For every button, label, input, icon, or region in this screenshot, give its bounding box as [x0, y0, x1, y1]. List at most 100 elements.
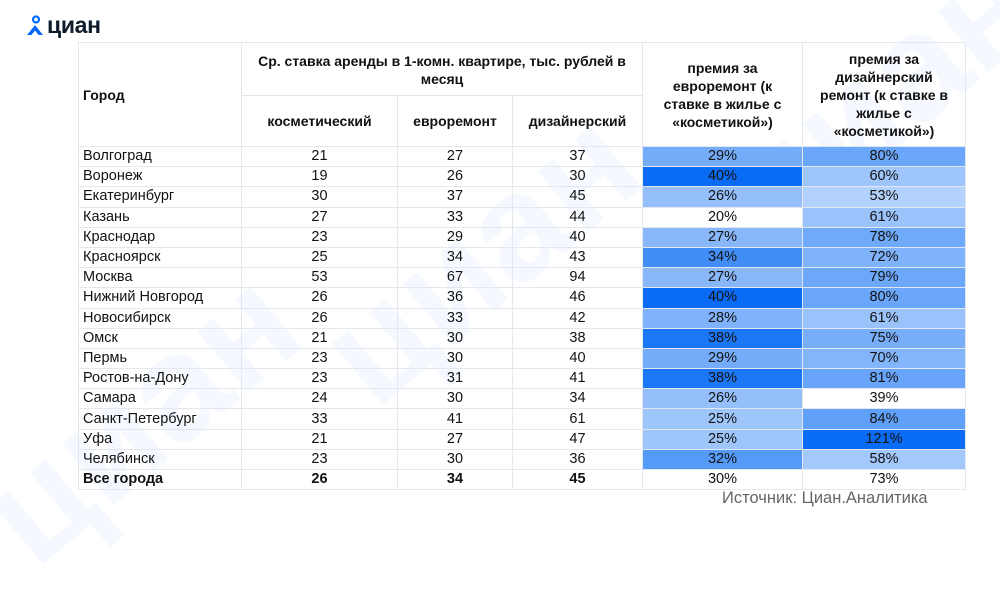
city-cell: Санкт-Петербург — [78, 408, 242, 430]
source-note: Источник: Циан.Аналитика — [722, 489, 928, 507]
cosmetic-cell: 21 — [241, 145, 398, 168]
table-row: Воронеж 19 26 30 40% 60% — [78, 166, 966, 188]
header-premium-euro: премия за евроремонт (к ставке в жилье с… — [642, 42, 803, 147]
cian-logo: циан — [26, 12, 101, 39]
premium-designer-cell: 58% — [802, 448, 966, 471]
city-cell: Самара — [78, 388, 242, 410]
euro-cell: 30 — [397, 388, 513, 410]
designer-cell: 47 — [512, 428, 643, 450]
city-cell: Ростов-на-Дону — [78, 368, 242, 390]
premium-euro-cell: 29% — [642, 347, 803, 370]
euro-cell: 41 — [397, 408, 513, 430]
cosmetic-cell: 26 — [241, 468, 398, 491]
header-city: Город — [78, 42, 242, 147]
premium-designer-cell: 79% — [802, 267, 966, 289]
table-row-total: Все города 26 34 45 30% 73% — [78, 468, 966, 491]
euro-cell: 30 — [397, 347, 513, 370]
table-row: Челябинск 23 30 36 32% 58% — [78, 448, 966, 471]
rent-table: Город Ср. ставка аренды в 1-комн. кварти… — [78, 42, 966, 491]
euro-cell: 33 — [397, 307, 513, 329]
designer-cell: 37 — [512, 145, 643, 168]
city-cell: Новосибирск — [78, 307, 242, 329]
cosmetic-cell: 23 — [241, 226, 398, 248]
premium-designer-cell: 121% — [802, 428, 966, 450]
cosmetic-cell: 21 — [241, 428, 398, 450]
premium-designer-cell: 61% — [802, 206, 966, 228]
cosmetic-cell: 26 — [241, 307, 398, 329]
designer-cell: 36 — [512, 448, 643, 471]
cosmetic-cell: 21 — [241, 327, 398, 349]
city-cell: Челябинск — [78, 448, 242, 471]
city-cell: Омск — [78, 327, 242, 349]
table-row: Уфа 21 27 47 25% 121% — [78, 428, 966, 450]
premium-designer-cell: 53% — [802, 186, 966, 208]
premium-euro-cell: 27% — [642, 226, 803, 248]
premium-euro-cell: 34% — [642, 246, 803, 269]
table-row: Волгоград 21 27 37 29% 80% — [78, 145, 966, 168]
euro-cell: 31 — [397, 368, 513, 390]
designer-cell: 30 — [512, 166, 643, 188]
cian-person-pin-icon — [27, 14, 43, 35]
premium-designer-cell: 84% — [802, 408, 966, 430]
table-row: Самара 24 30 34 26% 39% — [78, 388, 966, 410]
cosmetic-cell: 19 — [241, 166, 398, 188]
premium-euro-cell: 25% — [642, 408, 803, 430]
cosmetic-cell: 23 — [241, 448, 398, 471]
premium-euro-cell: 27% — [642, 267, 803, 289]
premium-euro-cell: 26% — [642, 186, 803, 208]
premium-euro-cell: 25% — [642, 428, 803, 450]
cosmetic-cell: 25 — [241, 246, 398, 269]
table-row: Санкт-Петербург 33 41 61 25% 84% — [78, 408, 966, 430]
designer-cell: 42 — [512, 307, 643, 329]
cosmetic-cell: 27 — [241, 206, 398, 228]
table-row: Красноярск 25 34 43 34% 72% — [78, 246, 966, 269]
designer-cell: 45 — [512, 186, 643, 208]
premium-euro-cell: 26% — [642, 388, 803, 410]
designer-cell: 38 — [512, 327, 643, 349]
euro-cell: 26 — [397, 166, 513, 188]
city-cell: Красноярск — [78, 246, 242, 269]
table-row: Москва 53 67 94 27% 79% — [78, 267, 966, 289]
city-cell: Все города — [78, 468, 242, 491]
table-row: Краснодар 23 29 40 27% 78% — [78, 226, 966, 248]
premium-euro-cell: 28% — [642, 307, 803, 329]
header-premium-designer: премия за дизайнерский ремонт (к ставке … — [802, 42, 966, 147]
euro-cell: 34 — [397, 246, 513, 269]
premium-euro-cell: 20% — [642, 206, 803, 228]
euro-cell: 34 — [397, 468, 513, 491]
euro-cell: 37 — [397, 186, 513, 208]
table-row: Омск 21 30 38 38% 75% — [78, 327, 966, 349]
premium-euro-cell: 38% — [642, 368, 803, 390]
premium-designer-cell: 60% — [802, 166, 966, 188]
premium-euro-cell: 32% — [642, 448, 803, 471]
euro-cell: 29 — [397, 226, 513, 248]
designer-cell: 40 — [512, 347, 643, 370]
premium-designer-cell: 78% — [802, 226, 966, 248]
premium-euro-cell: 40% — [642, 166, 803, 188]
city-cell: Волгоград — [78, 145, 242, 168]
euro-cell: 30 — [397, 327, 513, 349]
premium-designer-cell: 73% — [802, 468, 966, 491]
premium-designer-cell: 80% — [802, 145, 966, 168]
premium-designer-cell: 80% — [802, 287, 966, 309]
euro-cell: 30 — [397, 448, 513, 471]
premium-designer-cell: 39% — [802, 388, 966, 410]
cosmetic-cell: 30 — [241, 186, 398, 208]
cosmetic-cell: 23 — [241, 368, 398, 390]
designer-cell: 61 — [512, 408, 643, 430]
premium-euro-cell: 29% — [642, 145, 803, 168]
cosmetic-cell: 26 — [241, 287, 398, 309]
premium-designer-cell: 75% — [802, 327, 966, 349]
euro-cell: 27 — [397, 145, 513, 168]
header-euro: евроремонт — [397, 95, 513, 147]
city-cell: Москва — [78, 267, 242, 289]
city-cell: Уфа — [78, 428, 242, 450]
designer-cell: 44 — [512, 206, 643, 228]
city-cell: Нижний Новгород — [78, 287, 242, 309]
header-cosmetic: косметический — [241, 95, 398, 147]
cosmetic-cell: 24 — [241, 388, 398, 410]
table-row: Казань 27 33 44 20% 61% — [78, 206, 966, 228]
city-cell: Пермь — [78, 347, 242, 370]
table-row: Пермь 23 30 40 29% 70% — [78, 347, 966, 370]
city-cell: Екатеринбург — [78, 186, 242, 208]
